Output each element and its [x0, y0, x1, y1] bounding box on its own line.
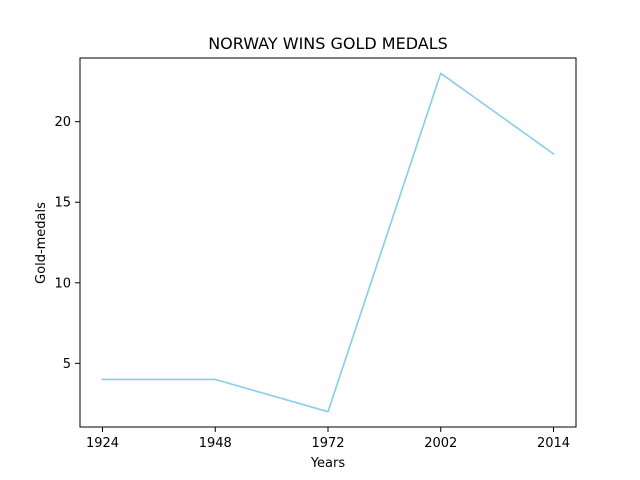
y-tick-label: 20 — [54, 115, 71, 130]
data-point — [439, 72, 442, 75]
y-axis-title: Gold-medals — [34, 202, 49, 284]
data-point — [552, 153, 555, 155]
y-tick-label: 5 — [63, 357, 71, 372]
series-layer — [101, 72, 555, 413]
y-tick-label: 10 — [54, 276, 71, 291]
x-tick-label: 1972 — [311, 436, 344, 451]
data-point — [214, 378, 217, 381]
data-point — [101, 378, 104, 381]
x-tick-label: 1948 — [199, 436, 232, 451]
x-tick-label: 2002 — [424, 436, 457, 451]
y-tick-label: 15 — [54, 196, 71, 211]
x-tick-label: 2014 — [537, 436, 570, 451]
chart-title: NORWAY WINS GOLD MEDALS — [208, 34, 448, 53]
x-tick-label: 1924 — [86, 436, 119, 451]
series-line — [101, 72, 555, 413]
data-point — [327, 410, 329, 413]
plot-area-frame — [79, 57, 577, 428]
tick-layer: 1924 1948 1972 2002 2014 5 10 15 20 — [54, 115, 570, 451]
x-axis-title: Years — [310, 456, 346, 471]
